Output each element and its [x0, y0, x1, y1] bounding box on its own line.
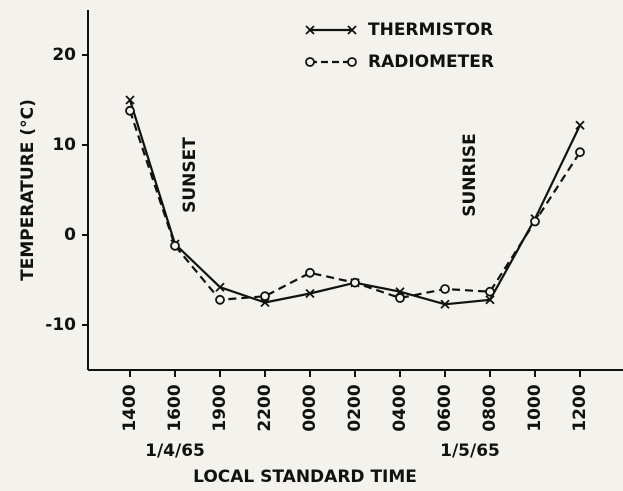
x-tick-label: 1600 — [165, 384, 185, 431]
annotation: SUNRISE — [460, 133, 480, 217]
marker-x — [485, 295, 495, 305]
x-tick-label: 1200 — [570, 384, 590, 431]
legend-label: THERMISTOR — [368, 20, 493, 40]
marker-x — [305, 25, 315, 35]
y-tick-label: -10 — [45, 315, 76, 335]
y-tick-label: 0 — [64, 225, 76, 245]
marker-x — [305, 288, 315, 299]
legend-label: RADIOMETER — [368, 52, 494, 72]
marker-x — [347, 25, 357, 35]
annotation: SUNSET — [180, 137, 200, 213]
marker-x — [125, 95, 135, 105]
x-axis-label: LOCAL STANDARD TIME — [193, 467, 417, 487]
x-tick-label: 1900 — [210, 384, 230, 431]
x-tick-label: 1000 — [525, 384, 545, 431]
x-tick-label: 0600 — [435, 384, 455, 431]
x-tick-label: 0000 — [300, 384, 320, 431]
marker-circle — [260, 291, 270, 302]
marker-x — [215, 282, 225, 292]
marker-circle — [305, 267, 315, 278]
marker-circle — [440, 284, 450, 294]
x-tick-label: 1400 — [120, 384, 140, 431]
marker-x — [575, 120, 585, 130]
x-tick-label: 0800 — [480, 384, 500, 431]
x-tick-label: 2200 — [255, 384, 275, 431]
x-tick-label: 0200 — [345, 384, 365, 431]
marker-circle — [215, 294, 225, 305]
marker-circle — [485, 286, 495, 297]
x-tick-label: 0400 — [390, 384, 410, 431]
y-tick-label: 20 — [52, 45, 76, 65]
marker-circle — [125, 105, 135, 116]
date-label: 1/4/65 — [145, 441, 205, 461]
marker-circle — [347, 57, 357, 67]
marker-x — [440, 299, 450, 309]
marker-circle — [530, 216, 540, 227]
y-axis-label: TEMPERATURE (°C) — [18, 99, 38, 281]
marker-circle — [575, 147, 585, 158]
date-label: 1/5/65 — [440, 441, 500, 461]
marker-circle — [305, 57, 315, 67]
marker-circle — [395, 293, 405, 303]
marker-circle — [350, 277, 360, 288]
marker-circle — [170, 240, 180, 251]
y-tick-label: 10 — [52, 135, 76, 155]
